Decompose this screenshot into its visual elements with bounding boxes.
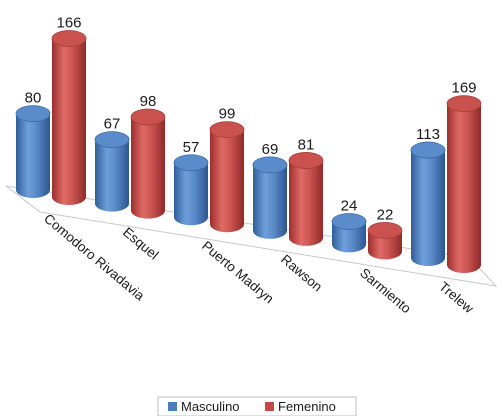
bars-layer	[15, 30, 482, 273]
legend-label-masculino: Masculino	[181, 399, 240, 414]
value-label-masculino-rawson: 69	[262, 141, 279, 158]
bar-body	[411, 150, 445, 266]
value-label-femenino-puerto-madryn: 99	[219, 106, 236, 123]
bar-femenino-trelew	[446, 95, 482, 273]
bar-top	[367, 221, 403, 239]
bar-femenino-esquel	[130, 108, 166, 219]
bar-body	[131, 117, 165, 219]
bar-top	[209, 121, 245, 139]
legend-swatch-masculino	[168, 402, 177, 411]
bar-body	[289, 160, 323, 246]
bar-body	[174, 162, 208, 226]
bar-top	[331, 213, 367, 230]
bar-top	[173, 154, 209, 172]
bar-body	[253, 164, 287, 239]
category-label-sarmiento: Sarmiento	[357, 265, 414, 316]
bar-top	[446, 95, 482, 113]
value-label-masculino-comodoro-rivadavia: 80	[25, 90, 42, 107]
bar-body	[332, 221, 366, 253]
value-label-femenino-comodoro-rivadavia: 166	[56, 14, 81, 31]
bar-masculino-comodoro-rivadavia	[15, 105, 51, 198]
bar-top	[130, 108, 166, 126]
bar-top	[15, 105, 51, 122]
bar-top	[288, 152, 324, 169]
bar-top	[51, 30, 87, 47]
bar-masculino-rawson	[252, 156, 288, 239]
bar-masculino-sarmiento	[331, 213, 367, 253]
bar-body	[52, 38, 86, 205]
bar-body	[447, 103, 481, 273]
value-labels-layer: 80 166 67 98 57 99 69 81 24 22 113 169	[25, 14, 477, 223]
category-label-trelew: Trelew	[436, 279, 476, 316]
value-label-masculino-trelew: 113	[416, 126, 440, 143]
value-label-femenino-sarmiento: 22	[377, 206, 394, 223]
bar-body	[95, 139, 129, 212]
bar-femenino-puerto-madryn	[209, 121, 245, 233]
bar-top	[252, 156, 288, 174]
value-label-femenino-rawson: 81	[298, 136, 315, 153]
value-label-femenino-esquel: 98	[140, 93, 157, 110]
bar-body	[210, 129, 244, 233]
bar-body	[16, 113, 50, 198]
category-label-rawson: Rawson	[278, 252, 325, 295]
value-label-masculino-sarmiento: 24	[341, 197, 358, 214]
bar-masculino-trelew	[410, 141, 446, 266]
value-label-masculino-puerto-madryn: 57	[183, 139, 200, 156]
bar-top	[410, 141, 446, 159]
bar-masculino-esquel	[94, 131, 130, 212]
value-label-femenino-trelew: 169	[451, 80, 476, 97]
bar-masculino-puerto-madryn	[173, 154, 209, 226]
bar-femenino-comodoro-rivadavia	[51, 30, 87, 205]
value-label-masculino-esquel: 67	[104, 116, 121, 133]
bar-femenino-sarmiento	[367, 221, 403, 260]
legend-swatch-femenino	[265, 402, 274, 411]
legend: Masculino Femenino	[157, 396, 357, 416]
legend-box	[157, 396, 357, 416]
bar-femenino-rawson	[288, 152, 324, 246]
bar-top	[94, 131, 130, 149]
legend-label-femenino: Femenino	[278, 399, 336, 414]
